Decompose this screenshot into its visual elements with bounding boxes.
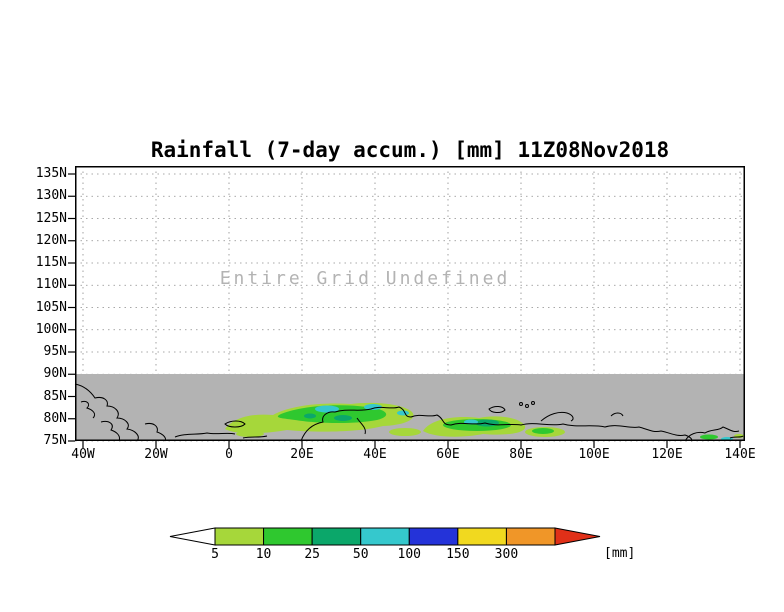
lon-tick-label: 60E bbox=[436, 447, 460, 462]
colorbar bbox=[169, 527, 601, 546]
rain-patch bbox=[334, 415, 352, 421]
colorbar-segment bbox=[263, 527, 313, 546]
lat-tick-label: 135N bbox=[35, 166, 67, 181]
coastline-path bbox=[525, 404, 529, 408]
coastline-path bbox=[144, 423, 166, 442]
lat-tick-label: 125N bbox=[35, 210, 67, 226]
rain-patch bbox=[475, 419, 499, 427]
colorbar-segment bbox=[360, 527, 410, 546]
lat-tick-label: 100N bbox=[35, 321, 67, 337]
colorbar-unit-label: [mm] bbox=[604, 546, 636, 561]
lat-tick-label: 85N bbox=[43, 388, 67, 404]
coastline-path bbox=[174, 432, 236, 438]
lat-tick-label: 95N bbox=[43, 344, 67, 359]
coastline-path bbox=[242, 435, 268, 439]
rain-patch bbox=[532, 428, 554, 434]
colorbar-segment bbox=[408, 527, 459, 546]
lat-tick-label: 105N bbox=[35, 299, 67, 315]
rain-patch bbox=[389, 428, 421, 436]
lon-tick-label: 0 bbox=[225, 447, 233, 462]
lat-tick-label: 75N bbox=[43, 433, 67, 448]
coastline-path bbox=[80, 401, 96, 419]
lat-tick-label: 110N bbox=[35, 277, 67, 293]
rain-patch bbox=[397, 410, 409, 416]
lon-tick-label: 80E bbox=[509, 447, 533, 462]
plot-title: Rainfall (7-day accum.) [mm] 11Z08Nov201… bbox=[150, 138, 670, 162]
colorbar-tick-label: 5 bbox=[211, 547, 219, 562]
rain-patch bbox=[364, 404, 382, 410]
lon-tick-label: 40E bbox=[363, 447, 387, 462]
lon-tick-label: 20E bbox=[290, 447, 314, 462]
colorbar-arrow-high bbox=[554, 527, 601, 546]
lon-tick-label: 20W bbox=[144, 447, 168, 462]
coastline-path bbox=[100, 421, 120, 442]
colorbar-segment bbox=[505, 527, 556, 546]
colorbar-arrow-low bbox=[169, 527, 216, 546]
rainfall-shading bbox=[225, 402, 744, 441]
rain-patch bbox=[304, 413, 316, 419]
plot-border bbox=[75, 166, 745, 441]
lon-tick-label: 40W bbox=[71, 447, 95, 462]
undefined-message: Entire Grid Undefined bbox=[219, 268, 511, 289]
colorbar-tick-label: 150 bbox=[446, 547, 470, 562]
coastline-path bbox=[610, 412, 624, 417]
coastline-path bbox=[224, 420, 246, 428]
coastline-path bbox=[684, 426, 740, 442]
rain-patch bbox=[315, 405, 339, 413]
colorbar-tick-label: 25 bbox=[304, 547, 320, 562]
coastline-path bbox=[729, 435, 744, 439]
coastline-path bbox=[531, 401, 535, 405]
coastline-path bbox=[300, 406, 693, 442]
colorbar-tick-label: 10 bbox=[255, 547, 272, 562]
coastline-path bbox=[519, 402, 523, 406]
coastline-path bbox=[540, 411, 574, 422]
grid-lines bbox=[75, 166, 745, 442]
lat-tick-label: 80N bbox=[43, 410, 67, 426]
colorbar-segment bbox=[311, 527, 362, 546]
colorbar-tick-label: 100 bbox=[397, 547, 422, 562]
map-plot bbox=[68, 166, 745, 448]
coastline-path bbox=[74, 383, 139, 442]
lat-tick-label: 90N bbox=[43, 366, 67, 382]
lon-tick-label: 120E bbox=[651, 447, 683, 462]
coastlines bbox=[74, 383, 744, 442]
lat-tick-label: 120N bbox=[35, 232, 67, 248]
colorbar-tick-label: 300 bbox=[494, 547, 519, 562]
lon-tick-label: 140E bbox=[724, 447, 756, 462]
lat-tick-label: 115N bbox=[35, 255, 67, 270]
lat-tick-label: 130N bbox=[35, 188, 67, 204]
coastline-path bbox=[488, 406, 506, 413]
rain-patch bbox=[700, 434, 718, 440]
colorbar-segment bbox=[457, 527, 507, 546]
coastline-path bbox=[356, 417, 366, 435]
rain-patch bbox=[236, 431, 264, 437]
colorbar-tick-label: 50 bbox=[352, 547, 369, 562]
lon-tick-label: 100E bbox=[578, 447, 610, 462]
colorbar-segment bbox=[214, 527, 265, 546]
axis-tick-marks bbox=[68, 173, 741, 448]
